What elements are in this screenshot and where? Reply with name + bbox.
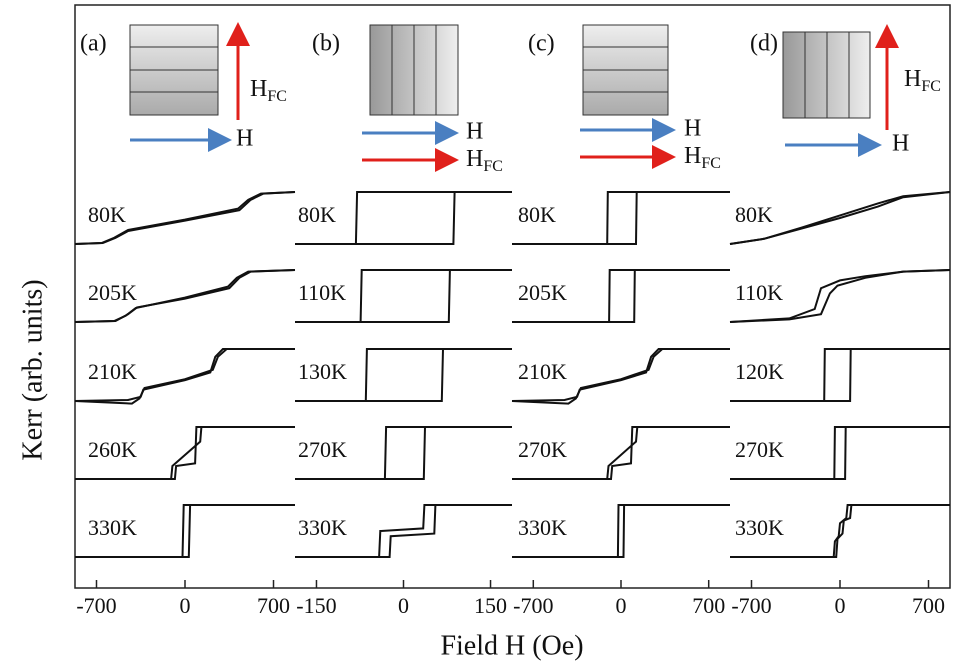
temperature-label: 80K <box>88 202 126 227</box>
x-tick-label: 0 <box>398 593 409 618</box>
temperature-label: 210K <box>518 359 567 384</box>
cooling-field-sub: FC <box>483 158 503 175</box>
temperature-label: 330K <box>518 515 567 540</box>
temperature-label: 110K <box>735 280 783 305</box>
temperature-label: 210K <box>88 359 137 384</box>
panel-label: (c) <box>528 31 555 57</box>
x-tick-label: 700 <box>692 593 725 618</box>
x-tick-label: -700 <box>76 593 116 618</box>
cooling-field-main: H <box>466 146 483 172</box>
cooling-field-main: H <box>250 76 267 102</box>
cooling-field-label: HFC <box>904 66 941 95</box>
x-tick-label: -150 <box>296 593 336 618</box>
temperature-label: 120K <box>735 359 784 384</box>
cooling-field-sub: FC <box>267 88 287 105</box>
temperature-label: 270K <box>518 437 567 462</box>
temperature-label: 205K <box>518 280 567 305</box>
inset-b <box>362 25 458 160</box>
temperature-label: 330K <box>298 515 347 540</box>
cooling-field-main: H <box>684 143 701 169</box>
x-tick-label: -700 <box>513 593 553 618</box>
x-tick-label: 700 <box>257 593 290 618</box>
x-tick-label: 0 <box>180 593 191 618</box>
inset-c <box>580 25 670 157</box>
x-tick-label: -700 <box>731 593 771 618</box>
temperature-label: 270K <box>298 437 347 462</box>
inset-d <box>783 30 887 145</box>
cooling-field-label: HFC <box>684 143 721 172</box>
field-label: H <box>892 131 909 157</box>
cooling-field-sub: FC <box>921 78 941 95</box>
temperature-label: 260K <box>88 437 137 462</box>
panel-label: (a) <box>80 31 107 57</box>
cooling-field-label: HFC <box>250 76 287 105</box>
cooling-field-sub: FC <box>701 155 721 172</box>
figure: Kerr (arb. units) Field H (Oe) <box>0 0 958 670</box>
field-label: H <box>466 119 483 145</box>
panel-label: (b) <box>312 31 340 57</box>
temperature-label: 330K <box>88 515 137 540</box>
x-tick-label: 0 <box>616 593 627 618</box>
y-axis-label: Kerr (arb. units) <box>17 279 48 460</box>
x-tick-label: 700 <box>912 593 945 618</box>
cooling-field-label: HFC <box>466 146 503 175</box>
field-label: H <box>684 116 701 142</box>
x-tick-label: 150 <box>474 593 507 618</box>
temperature-label: 80K <box>518 202 556 227</box>
temperature-label: 110K <box>298 280 346 305</box>
cooling-field-main: H <box>904 66 921 92</box>
x-axis-label: Field H (Oe) <box>440 630 583 661</box>
field-label: H <box>236 126 253 152</box>
panel-label: (d) <box>750 31 778 57</box>
x-tick-label: 0 <box>835 593 846 618</box>
temperature-label: 130K <box>298 359 347 384</box>
inset-a <box>130 25 238 140</box>
temperature-label: 270K <box>735 437 784 462</box>
temperature-label: 80K <box>735 202 773 227</box>
temperature-label: 80K <box>298 202 336 227</box>
temperature-label: 330K <box>735 515 784 540</box>
temperature-label: 205K <box>88 280 137 305</box>
